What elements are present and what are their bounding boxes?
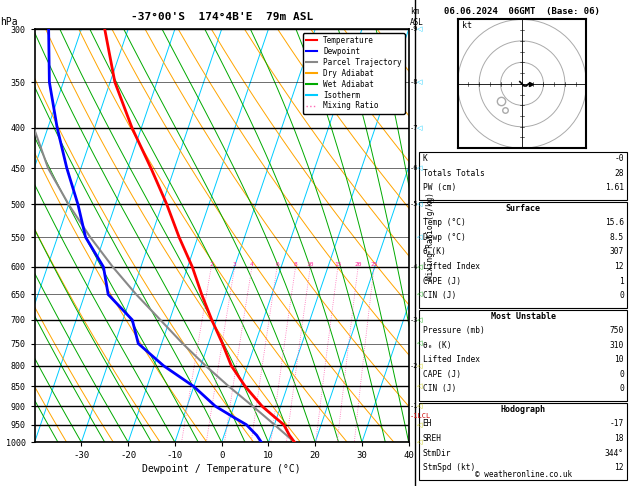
Text: 1: 1	[619, 277, 624, 286]
Text: θₑ (K): θₑ (K)	[423, 341, 451, 350]
Text: Dewp (°C): Dewp (°C)	[423, 233, 465, 242]
Text: ◁: ◁	[418, 201, 423, 208]
Text: 1.61: 1.61	[605, 183, 624, 192]
Text: ◁: ◁	[418, 363, 423, 369]
Text: CIN (J): CIN (J)	[423, 291, 456, 300]
Text: -1LCL: -1LCL	[410, 413, 431, 418]
Text: -1: -1	[410, 403, 418, 409]
Text: ◁: ◁	[418, 292, 423, 297]
Legend: Temperature, Dewpoint, Parcel Trajectory, Dry Adiabat, Wet Adiabat, Isotherm, Mi: Temperature, Dewpoint, Parcel Trajectory…	[303, 33, 405, 114]
Text: -9: -9	[410, 26, 418, 32]
Text: -8: -8	[410, 79, 418, 85]
Text: km
ASL: km ASL	[410, 7, 424, 27]
Text: 12: 12	[615, 463, 624, 472]
Text: 310: 310	[610, 341, 624, 350]
Text: SREH: SREH	[423, 434, 442, 443]
Text: © weatheronline.co.uk: © weatheronline.co.uk	[475, 469, 572, 479]
Text: hPa: hPa	[1, 17, 18, 27]
Text: -17: -17	[610, 419, 624, 429]
Text: CIN (J): CIN (J)	[423, 384, 456, 394]
Text: CAPE (J): CAPE (J)	[423, 277, 460, 286]
Text: Most Unstable: Most Unstable	[491, 312, 556, 321]
Text: -4: -4	[410, 264, 418, 270]
Text: 15: 15	[334, 262, 342, 267]
Text: ◁: ◁	[418, 422, 423, 428]
Text: 0: 0	[619, 370, 624, 379]
Text: ◁: ◁	[418, 26, 423, 32]
Text: ◁: ◁	[418, 439, 423, 445]
Text: 12: 12	[615, 262, 624, 271]
Text: 2: 2	[209, 262, 213, 267]
Text: θₑ(K): θₑ(K)	[423, 247, 447, 257]
Text: Lifted Index: Lifted Index	[423, 262, 479, 271]
Text: ◁: ◁	[418, 341, 423, 347]
X-axis label: Dewpoint / Temperature (°C): Dewpoint / Temperature (°C)	[142, 465, 301, 474]
Text: 0: 0	[619, 384, 624, 394]
Text: 10: 10	[615, 355, 624, 364]
Text: 10: 10	[306, 262, 314, 267]
Text: 750: 750	[610, 326, 624, 335]
Text: ◁: ◁	[418, 165, 423, 171]
Text: 4: 4	[250, 262, 253, 267]
Text: Mixing Ratio (g/kg): Mixing Ratio (g/kg)	[426, 192, 435, 279]
Text: StmSpd (kt): StmSpd (kt)	[423, 463, 475, 472]
Text: K: K	[423, 154, 427, 163]
Text: -2: -2	[410, 363, 418, 369]
Text: Surface: Surface	[506, 204, 541, 213]
Text: 8: 8	[294, 262, 298, 267]
Text: 25: 25	[370, 262, 378, 267]
Text: 18: 18	[615, 434, 624, 443]
Text: -5: -5	[410, 201, 418, 208]
Text: ◁: ◁	[418, 317, 423, 323]
Text: StmDir: StmDir	[423, 449, 451, 458]
Text: 06.06.2024  06GMT  (Base: 06): 06.06.2024 06GMT (Base: 06)	[444, 7, 600, 17]
Text: 344°: 344°	[605, 449, 624, 458]
Text: Totals Totals: Totals Totals	[423, 169, 484, 178]
Text: ◁: ◁	[418, 79, 423, 85]
Text: -6: -6	[410, 165, 418, 171]
Text: Pressure (mb): Pressure (mb)	[423, 326, 484, 335]
Text: PW (cm): PW (cm)	[423, 183, 456, 192]
Text: -7: -7	[410, 125, 418, 131]
Text: 28: 28	[615, 169, 624, 178]
Text: -37°00'S  174°4B'E  79m ASL: -37°00'S 174°4B'E 79m ASL	[131, 12, 313, 22]
Text: 3: 3	[233, 262, 237, 267]
Text: ◁: ◁	[418, 403, 423, 409]
Text: EH: EH	[423, 419, 432, 429]
Text: -3: -3	[410, 317, 418, 323]
Text: -0: -0	[615, 154, 624, 163]
Text: 6: 6	[275, 262, 279, 267]
Text: ◁: ◁	[418, 234, 423, 240]
Text: ◁: ◁	[418, 264, 423, 270]
Text: Hodograph: Hodograph	[501, 405, 546, 414]
Text: 8.5: 8.5	[610, 233, 624, 242]
Text: CAPE (J): CAPE (J)	[423, 370, 460, 379]
Text: Temp (°C): Temp (°C)	[423, 218, 465, 227]
Text: 15.6: 15.6	[605, 218, 624, 227]
Text: ◁: ◁	[418, 383, 423, 389]
Text: ◁: ◁	[418, 125, 423, 131]
Text: 307: 307	[610, 247, 624, 257]
Text: 20: 20	[354, 262, 362, 267]
Text: 0: 0	[619, 291, 624, 300]
Text: Lifted Index: Lifted Index	[423, 355, 479, 364]
Text: kt: kt	[462, 21, 472, 30]
